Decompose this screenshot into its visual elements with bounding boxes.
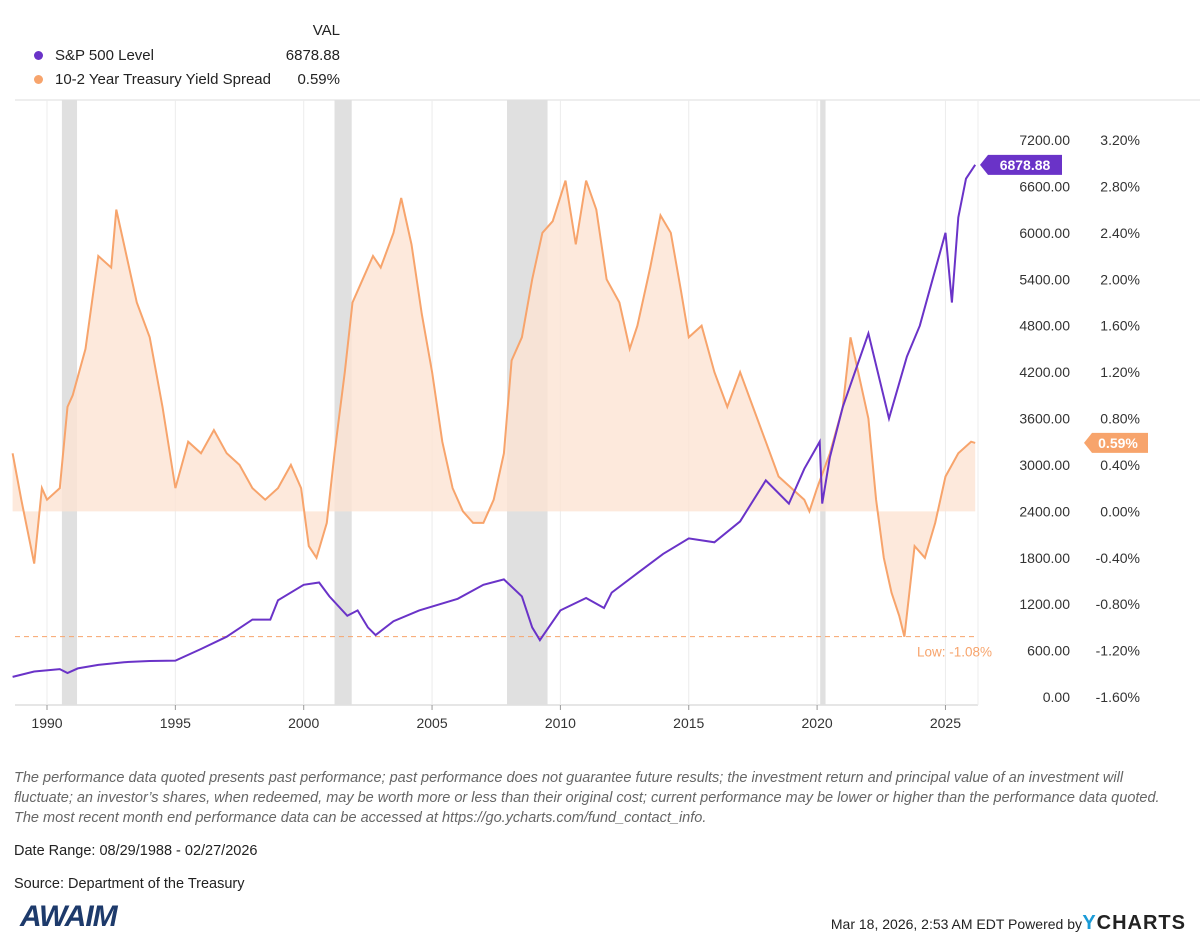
recession-band xyxy=(820,100,826,705)
x-tick-label: 1995 xyxy=(160,715,191,731)
sp500-last-badge xyxy=(980,154,1062,175)
spread-axis-label: 1.20% xyxy=(1100,364,1140,380)
x-tick-label: 1990 xyxy=(31,715,62,731)
spread-last-value: 0.59% xyxy=(1098,435,1138,451)
ycharts-y: Y xyxy=(1082,912,1097,934)
x-tick-label: 2015 xyxy=(673,715,704,731)
sp500-last-value: 6878.88 xyxy=(1000,157,1051,173)
spread-area xyxy=(12,180,976,637)
ycharts-text: CHARTS xyxy=(1096,912,1186,934)
chart-svg: 1990 1995 2000 2005 2010 2015 2020 2025 7200.00 6… xyxy=(11,99,1200,731)
spread-axis-label: -1.60% xyxy=(1096,689,1140,705)
legend-label: 10-2 Year Treasury Yield Spread xyxy=(55,71,271,88)
low-label: Low: -1.08% xyxy=(917,645,992,660)
source: Source: Department of the Treasury xyxy=(14,876,245,892)
spread-axis-label: 3.20% xyxy=(1100,132,1140,148)
legend-label: S&P 500 Level xyxy=(55,47,154,64)
sp-axis-label: 4200.00 xyxy=(1019,364,1070,380)
x-tick-label: 2025 xyxy=(930,715,961,731)
x-tick-label: 2010 xyxy=(545,715,576,731)
x-tick-label: 2005 xyxy=(416,715,447,731)
spread-axis-label: 2.00% xyxy=(1100,271,1140,287)
spread-axis-label: 0.40% xyxy=(1100,457,1140,473)
x-tick-label: 2000 xyxy=(288,715,319,731)
sp-axis-label: 1800.00 xyxy=(1019,550,1070,566)
sp-axis-label: 2400.00 xyxy=(1019,503,1070,519)
legend-value: 0.59% xyxy=(297,71,340,88)
spread-axis-label: 0.80% xyxy=(1100,411,1140,427)
sp500-line xyxy=(12,164,977,678)
timestamp: Mar 18, 2026, 2:53 AM EDT Powered by xyxy=(830,916,1082,932)
ycharts-logo[interactable]: YCHARTS xyxy=(1082,912,1186,935)
spread-axis-label: 1.60% xyxy=(1100,318,1140,334)
sp-axis-label: 1200.00 xyxy=(1019,596,1070,612)
sp-axis-label: 6000.00 xyxy=(1019,225,1070,241)
series-dot-icon xyxy=(34,75,43,84)
date-range: Date Range: 08/29/1988 - 02/27/2026 xyxy=(14,843,258,859)
legend-item-sp500[interactable]: S&P 500 Level 6878.88 xyxy=(34,47,340,64)
disclaimer: The performance data quoted presents pas… xyxy=(14,770,1160,826)
spread-axis-label: 2.80% xyxy=(1100,178,1140,194)
sp-axis-label: 4800.00 xyxy=(1019,318,1070,334)
sp-axis-label: 7200.00 xyxy=(1019,132,1070,148)
x-tick-label: 2020 xyxy=(802,715,833,731)
spread-axis-label: -1.20% xyxy=(1096,643,1140,659)
legend-header: VAL xyxy=(312,22,340,39)
spread-axis-label: -0.40% xyxy=(1096,550,1140,566)
legend-item-spread[interactable]: 10-2 Year Treasury Yield Spread 0.59% xyxy=(34,71,340,88)
sp-axis-label: 3600.00 xyxy=(1019,411,1070,427)
sp-axis-label: 600.00 xyxy=(1027,643,1070,659)
sp-axis-label: 3000.00 xyxy=(1019,457,1070,473)
spread-axis-label: 2.40% xyxy=(1100,225,1140,241)
awaim-logo: AWAIM xyxy=(20,900,118,933)
spread-last-badge xyxy=(1084,432,1148,453)
series-dot-icon xyxy=(34,51,43,60)
spread-axis-label: 0.00% xyxy=(1100,503,1140,519)
spread-axis-label: -0.80% xyxy=(1096,596,1140,612)
sp-axis-label: 6600.00 xyxy=(1019,178,1070,194)
legend-value: 6878.88 xyxy=(285,47,340,64)
sp-axis-label: 0.00 xyxy=(1043,689,1070,705)
sp-axis-label: 5400.00 xyxy=(1019,271,1070,287)
